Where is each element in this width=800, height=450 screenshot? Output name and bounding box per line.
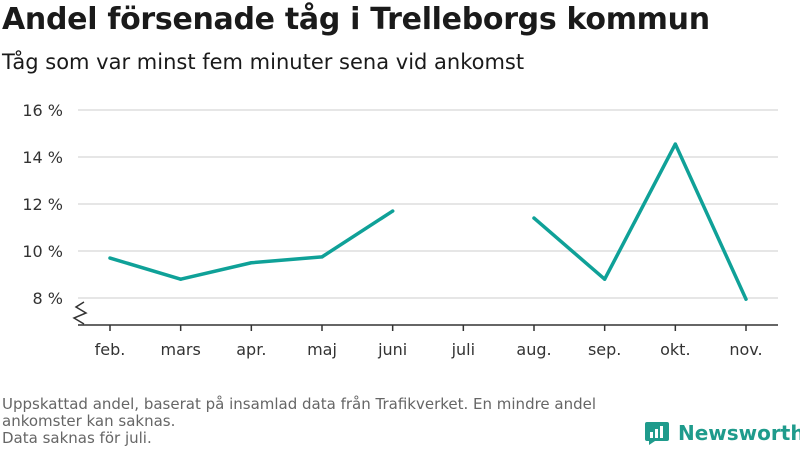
x-tick-label: mars bbox=[161, 340, 201, 359]
x-tick-label: feb. bbox=[95, 340, 126, 359]
x-tick-label: okt. bbox=[660, 340, 690, 359]
axis-break-icon bbox=[72, 301, 88, 325]
y-tick-label: 8 % bbox=[33, 289, 63, 308]
newsworthy-logo-icon bbox=[645, 422, 669, 445]
data-point bbox=[108, 256, 112, 260]
y-tick-label: 14 % bbox=[22, 148, 63, 167]
x-tick-label: juni bbox=[377, 340, 407, 359]
x-axis bbox=[72, 301, 778, 331]
chart-subtitle: Tåg som var minst fem minuter sena vid a… bbox=[2, 50, 525, 74]
data-point bbox=[391, 209, 395, 213]
x-axis-tick-labels: feb. mars apr. maj juni juli aug. sep. okt. nov. bbox=[95, 340, 763, 359]
series-line-segment bbox=[532, 142, 748, 301]
x-tick-label: aug. bbox=[516, 340, 551, 359]
x-tick-label: sep. bbox=[588, 340, 621, 359]
footnote-line-2: Data saknas för juli. bbox=[2, 429, 152, 447]
brand-name: Newsworthy bbox=[678, 421, 800, 445]
y-axis-tick-labels: 8 % 10 % 12 % 14 % 16 % bbox=[22, 101, 63, 308]
y-tick-label: 16 % bbox=[22, 101, 63, 120]
data-point bbox=[532, 216, 536, 220]
series-line-segment bbox=[108, 209, 395, 281]
y-tick-label: 12 % bbox=[22, 195, 63, 214]
footnote: Uppskattad andel, baserat på insamlad da… bbox=[2, 396, 632, 447]
series-lines bbox=[108, 142, 748, 301]
data-point bbox=[744, 297, 748, 301]
gridlines bbox=[78, 109, 778, 299]
chart-title: Andel försenade tåg i Trelleborgs kommun bbox=[2, 2, 710, 37]
data-point bbox=[179, 277, 183, 281]
x-tick-label: nov. bbox=[729, 340, 762, 359]
data-point bbox=[673, 142, 677, 146]
x-tick-label: juli bbox=[451, 340, 475, 359]
data-point bbox=[249, 261, 253, 265]
data-point bbox=[603, 277, 607, 281]
x-tick-label: maj bbox=[307, 340, 337, 359]
footnote-line-1: Uppskattad andel, baserat på insamlad da… bbox=[2, 395, 597, 430]
brand: Newsworthy bbox=[644, 420, 800, 446]
data-point bbox=[320, 255, 324, 259]
y-tick-label: 10 % bbox=[22, 242, 63, 261]
x-tick-label: apr. bbox=[236, 340, 266, 359]
